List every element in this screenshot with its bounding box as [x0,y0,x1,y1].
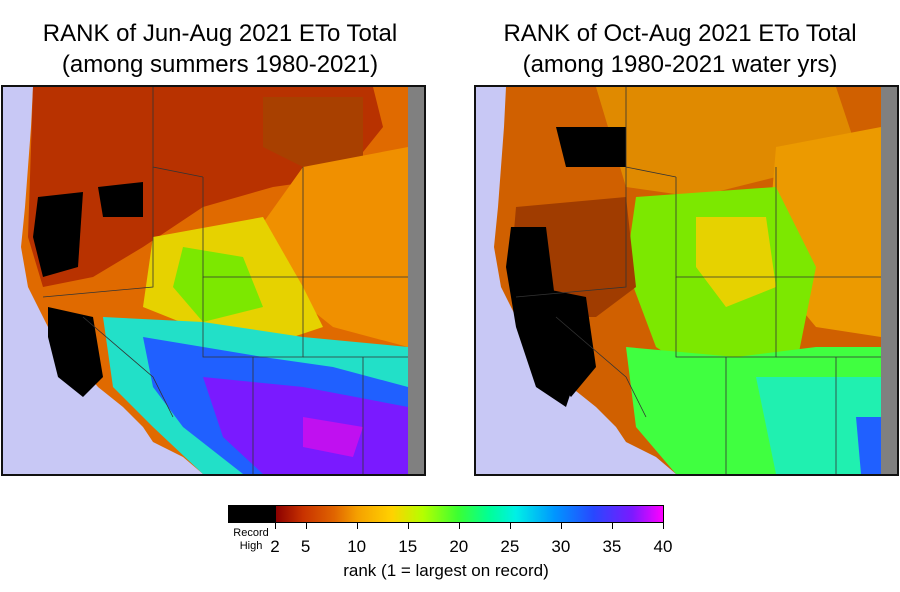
colorbar-tick-label: 40 [653,537,673,556]
region-central-green [173,247,263,322]
record-california [536,287,596,397]
record-coast-south [48,307,103,397]
colorbar-axis-label: rank (1 = largest on record) [343,561,549,580]
region-north-brown [263,97,363,167]
colorbar-tick [663,523,664,529]
colorbar-tick-label: 10 [347,537,367,556]
record-coast-north [33,192,83,277]
colorbar-record-label: Record High [230,527,272,553]
colorbar-tick-label: 25 [500,537,520,556]
record-washington [556,127,626,167]
colorbar-tick-label: 15 [398,537,418,556]
colorbar [228,505,664,523]
right-title-line2: (among 1980-2021 water yrs) [522,51,838,78]
left-panel-title: RANK of Jun-Aug 2021 ETo Total (among su… [0,18,440,80]
region-east-orange [253,147,408,347]
nodata-strip [408,87,424,474]
colorbar-tick-label: 30 [551,537,571,556]
colorbar-tick [275,523,276,529]
right-title-line1: RANK of Oct-Aug 2021 ETo Total [503,20,857,47]
water-year-rank-map-svg [476,87,897,474]
water-year-rank-map [474,85,899,476]
colorbar-tick [560,523,562,529]
colorbar-gradient [276,506,663,522]
colorbar-tick-label: 35 [602,537,622,556]
colorbar-tick-label: 20 [449,537,469,556]
colorbar-tick [305,523,307,529]
colorbar-record-segment [229,506,276,522]
region-south-magenta [303,417,363,457]
colorbar-tick [509,523,511,529]
colorbar-legend: Record High 2 5 10 15 20 25 30 35 40 rank (1 = l… [228,505,672,585]
summer-rank-map [1,85,426,476]
summer-rank-map-svg [3,87,424,474]
colorbar-tick [458,523,460,529]
record-oregon-spot [98,182,143,217]
state-borders [515,87,881,474]
state-borders [42,87,408,474]
colorbar-tick [611,523,613,529]
right-panel-title: RANK of Oct-Aug 2021 ETo Total (among 19… [460,18,900,80]
record-label-line1: Record [233,527,269,539]
record-label-line2: High [239,540,263,552]
region-south-blue [856,417,881,474]
left-title-line1: RANK of Jun-Aug 2021 ETo Total [42,20,398,47]
colorbar-tick [356,523,358,529]
nodata-strip [881,87,897,474]
colorbar-tick-label: 2 [270,537,280,556]
region-south-cyan [756,377,881,474]
region-central-yellow [696,217,776,307]
colorbar-tick [407,523,409,529]
left-title-line2: (among summers 1980-2021) [61,51,379,78]
colorbar-tick-label: 5 [300,537,311,556]
